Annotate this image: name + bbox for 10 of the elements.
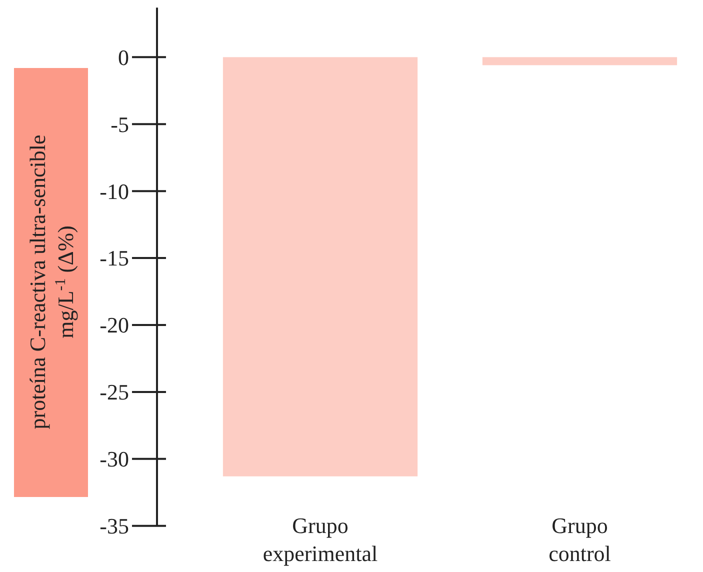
x-tick-label: Grupo control	[548, 513, 611, 566]
y-tick-label: -20	[100, 312, 129, 338]
y-tick-label: -25	[100, 380, 129, 405]
y-tick-label: 0	[118, 44, 129, 70]
x-tick-label: Grupo experimental	[262, 513, 378, 566]
y-tick-label: -15	[100, 246, 129, 271]
y-tick-label: -30	[100, 446, 129, 472]
y-tick-label: -5	[110, 112, 129, 137]
y-tick-label: -35	[100, 514, 129, 539]
y-tick-label: -10	[100, 178, 129, 204]
